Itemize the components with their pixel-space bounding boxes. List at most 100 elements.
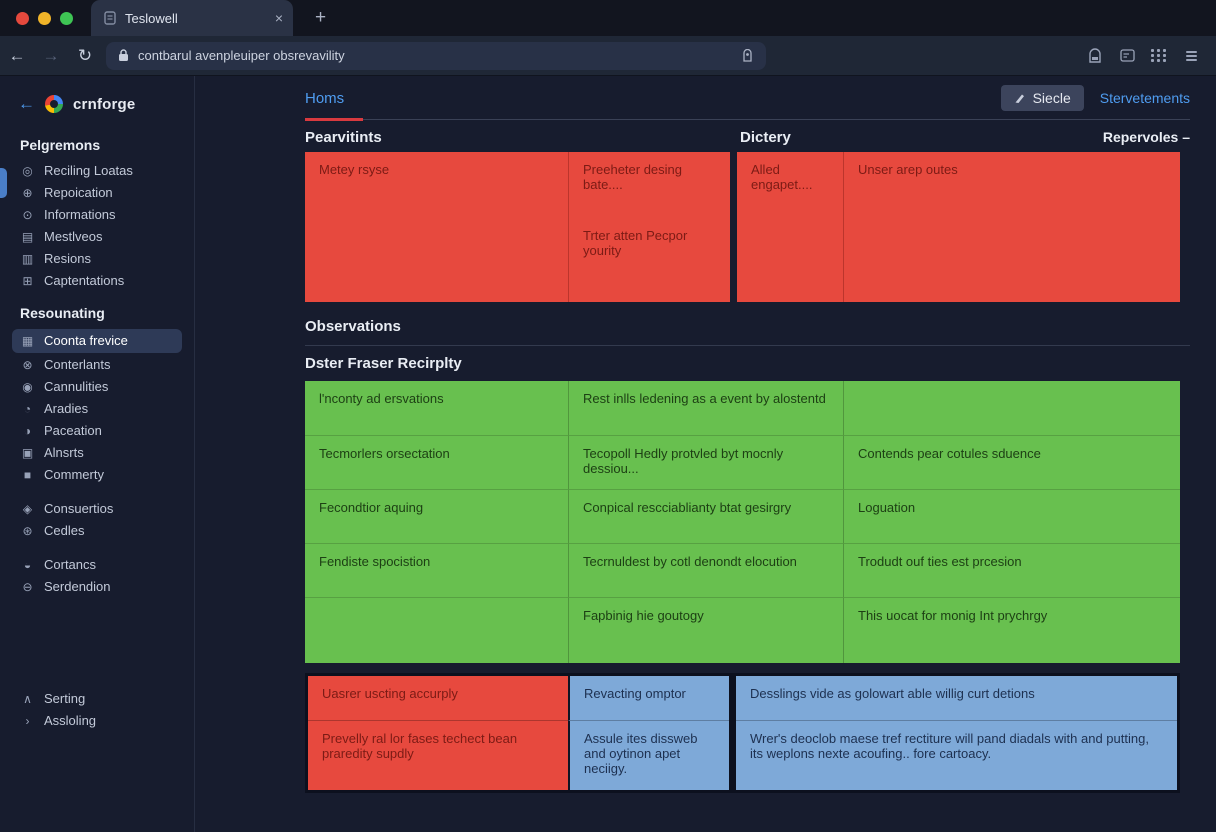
table-cell: Desslings vide as golowart able willig c… [736, 676, 1177, 720]
reader-panel-icon[interactable] [1118, 47, 1136, 65]
sidebar-item-consuertios[interactable]: ◈ Consuertios [0, 498, 194, 520]
sidebar-scroll-indicator[interactable] [0, 168, 7, 198]
menu-icon[interactable] [1182, 47, 1200, 65]
dictery-header: Dictery [740, 129, 791, 146]
table-cell [843, 381, 1180, 435]
table-cell: Assule ites dissweb and oytinon apet nec… [568, 720, 729, 790]
brand-name: crnforge [73, 95, 136, 113]
table-cell: Rest inlls ledening as a event by aloste… [568, 381, 843, 435]
sidebar-item-coonta-frevice[interactable]: ▦ Coonta frevice [12, 329, 182, 353]
sidebar-item-label: Informations [44, 207, 116, 222]
sidebar-item-captentations[interactable]: ⊞ Captentations [0, 270, 194, 292]
new-tab-button[interactable]: + [315, 7, 327, 28]
tab-homs[interactable]: Homs [305, 89, 345, 107]
pen-icon [1015, 94, 1024, 103]
toolbar-icons [1086, 47, 1216, 65]
globe-icon: ⊖ [22, 580, 33, 594]
table-cell: Fendiste spocistion [305, 543, 568, 597]
sidebar-item-label: Cortancs [44, 557, 97, 572]
table-cell: Revacting omptor [568, 676, 729, 720]
forward-button[interactable]: → [42, 45, 60, 65]
pagination-icon: ◑ [23, 424, 32, 438]
sidebar-item-label: Reciling Loatas [44, 163, 133, 178]
sidebar-item-paceation[interactable]: ◑ Paceation [0, 420, 194, 442]
extension-lock-icon[interactable] [1086, 47, 1104, 65]
folder-icon: ■ [23, 468, 32, 482]
info-icon: ⊙ [22, 208, 33, 222]
replication-icon: ⊕ [22, 186, 33, 200]
caret-icon: ∧ [23, 692, 32, 706]
sidebar-item-label: Cannulities [44, 379, 109, 394]
sidebar-back-icon[interactable]: ← [18, 94, 35, 113]
computations-icon: ⊞ [22, 274, 33, 288]
settings-gear-icon: ⊛ [22, 524, 33, 538]
apps-grid-icon[interactable] [1150, 47, 1168, 65]
sidebar-item-label: Aradies [44, 401, 89, 416]
table-cell: Preeheter desing bate.... Trter atten Pe… [568, 152, 730, 302]
table-cell: Metey rsyse [305, 152, 568, 302]
table-cell: Alled engapet.... [737, 152, 843, 302]
table-cell: Fapbinig hie goutogy [568, 597, 843, 663]
back-button[interactable]: ← [8, 45, 26, 65]
sidebar-item-conterlants[interactable]: ⊗ Conterlants [0, 354, 194, 376]
sidebar-item-informations[interactable]: ⊙ Informations [0, 204, 194, 226]
capabilities-icon: ◉ [22, 380, 33, 394]
sidebar-item-cedles[interactable]: ⊛ Cedles [0, 520, 194, 542]
sidebar-item-assloling[interactable]: › Assloling [0, 710, 194, 732]
table-divider [730, 152, 737, 302]
sidebar-item-label: Cedles [44, 523, 85, 538]
pearvitints-table: Metey rsyse Preeheter desing bate.... Tr… [305, 152, 1180, 302]
alerts-icon: ▣ [21, 446, 34, 460]
cell-line: Trter atten Pecpor yourity [583, 228, 688, 258]
stervetements-link[interactable]: Stervetements [1099, 90, 1190, 106]
sidebar-item-commerty[interactable]: ■ Commerty [0, 464, 194, 486]
sidebar-section-title: Pelgremons [20, 137, 101, 153]
lock-icon [118, 49, 129, 62]
reload-button[interactable]: ↻ [77, 45, 93, 65]
sidebar: ← crnforge Pelgremons ◎ Reciling Loatas … [0, 76, 195, 832]
sidebar-item-serdendion[interactable]: ⊖ Serdendion [0, 576, 194, 598]
tab-close-icon[interactable]: × [274, 10, 283, 26]
sidebar-item-cortancs[interactable]: ◒ Cortancs [0, 554, 194, 576]
cell-line: Preeheter desing bate.... [583, 162, 683, 192]
sidebar-item-resions[interactable]: ▥ Resions [0, 248, 194, 270]
sidebar-item-alnsrts[interactable]: ▣ Alnsrts [0, 442, 194, 464]
sidebar-item-reciling-loatas[interactable]: ◎ Reciling Loatas [0, 160, 194, 182]
search-icon: ◎ [22, 164, 33, 178]
repervoles-dropdown[interactable]: Repervoles – [1102, 129, 1190, 145]
minimize-window-button[interactable] [38, 11, 51, 25]
table-cell: Tecmorlers orsectation [305, 435, 568, 489]
bookmark-icon[interactable] [741, 49, 754, 62]
sidebar-header: ← crnforge [0, 88, 194, 124]
sidebar-item-aradies[interactable]: ◔ Aradies [0, 398, 194, 420]
table-cell: Tecopoll Hedly protvled byt mocnly dessi… [568, 435, 843, 489]
sidebar-item-label: Assloling [44, 713, 97, 728]
siecle-button[interactable]: Siecle [1000, 85, 1084, 111]
sidebar-item-repoication[interactable]: ⊕ Repoication [0, 182, 194, 204]
close-window-button[interactable] [16, 11, 29, 25]
address-bar[interactable]: contbarul avenpleuiper obsrevavility [106, 41, 766, 70]
url-text: contbarul avenpleuiper obsrevavility [138, 48, 345, 63]
sidebar-item-label: Conterlants [44, 357, 111, 372]
sidebar-item-label: Resions [44, 251, 91, 266]
sidebar-item-serting[interactable]: ∧ Serting [0, 688, 194, 710]
table-cell: Wrer's deoclob maese tref rectiture will… [736, 720, 1177, 790]
sidebar-item-label: Repoication [44, 185, 113, 200]
connections-icon: ◈ [22, 502, 33, 516]
cloud-icon: ◒ [23, 558, 32, 572]
table-divider [729, 720, 736, 790]
browser-tabstrip: Teslowell × + [0, 0, 1216, 36]
observations-subtitle: Dster Fraser Recirplty [305, 355, 462, 372]
sidebar-item-label: Coonta frevice [44, 333, 128, 348]
table-divider [729, 676, 736, 720]
sidebar-item-mestlveos[interactable]: ▤ Mestlveos [0, 226, 194, 248]
table-cell: Uasrer uscting accurply [308, 676, 568, 720]
maximize-window-button[interactable] [60, 11, 73, 25]
favicon-icon [103, 11, 117, 25]
sidebar-item-cannulities[interactable]: ◉ Cannulities [0, 376, 194, 398]
sidebar-item-label: Commerty [44, 467, 104, 482]
header-actions: Siecle Stervetements [1000, 85, 1190, 111]
summary-table: Uasrer uscting accurply Revacting omptor… [305, 673, 1180, 793]
table-cell: Fecondtior aquing [305, 489, 568, 543]
browser-tab[interactable]: Teslowell × [91, 0, 293, 36]
